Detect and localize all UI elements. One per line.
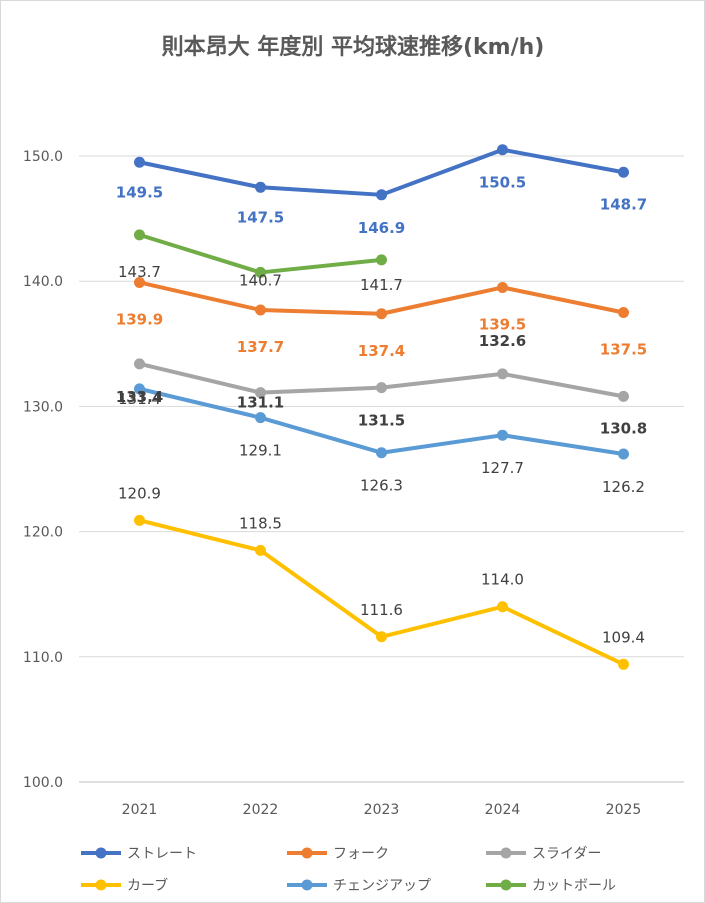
legend-item: ストレート	[81, 846, 197, 862]
legend-label: ストレート	[127, 846, 197, 862]
data-label: 127.7	[481, 459, 524, 477]
data-label: 129.1	[239, 442, 282, 460]
series-line	[137, 518, 626, 667]
y-tick-label: 130.0	[23, 399, 63, 415]
data-label: 147.5	[237, 208, 284, 226]
data-point	[618, 166, 629, 178]
data-label: 131.1	[237, 394, 284, 412]
data-point	[497, 368, 508, 380]
legend-label: スライダー	[532, 846, 601, 862]
x-tick-label: 2024	[485, 802, 521, 818]
data-point	[255, 304, 266, 316]
data-point	[134, 156, 145, 168]
data-point	[255, 181, 266, 193]
data-label: 140.7	[239, 271, 282, 289]
data-label: 111.6	[360, 601, 403, 619]
data-label: 130.8	[600, 419, 647, 437]
y-tick-label: 120.0	[23, 525, 63, 541]
data-label: 133.4	[116, 388, 163, 406]
data-label: 141.7	[360, 276, 403, 294]
data-label: 126.3	[360, 477, 403, 495]
data-point	[618, 658, 629, 670]
data-label: 146.9	[358, 219, 405, 237]
data-point	[497, 429, 508, 441]
data-label: 149.5	[116, 183, 163, 201]
data-point	[255, 387, 266, 399]
data-point	[376, 308, 387, 320]
legend-label: フォーク	[333, 846, 389, 862]
legend-item: フォーク	[287, 846, 389, 862]
x-axis-ticks: 2021 2022 2023 2024 2025	[122, 802, 642, 818]
x-tick-label: 2023	[364, 802, 400, 818]
legend-item: カットボール	[486, 878, 616, 894]
data-label: 118.5	[239, 514, 282, 532]
data-labels: 149.5 147.5 146.9 150.5 148.7 139.9 137.7 137.4…	[116, 174, 647, 647]
series-line	[137, 147, 626, 197]
data-point	[255, 266, 266, 278]
y-axis-ticks: 100.0 110.0 120.0 130.0 140.0 150.0	[23, 149, 63, 791]
data-label: 139.5	[479, 315, 526, 333]
legend-label: カットボール	[532, 878, 616, 894]
data-point	[376, 631, 387, 643]
legend-marker	[301, 847, 313, 859]
data-label: 132.6	[479, 332, 526, 350]
data-point	[134, 276, 145, 288]
legend-label: チェンジアップ	[333, 878, 431, 894]
data-label: 150.5	[479, 174, 526, 192]
data-point	[497, 144, 508, 156]
data-label: 139.9	[116, 310, 163, 328]
data-label: 126.2	[602, 478, 645, 496]
legend-marker	[500, 879, 512, 891]
gridlines	[79, 155, 684, 783]
x-tick-label: 2025	[606, 802, 642, 818]
legend-item: カーブ	[81, 877, 168, 894]
legend-marker	[500, 847, 512, 859]
series-line	[137, 232, 384, 275]
y-tick-label: 100.0	[23, 775, 63, 791]
legend-marker	[301, 879, 313, 891]
data-label: 131.4	[118, 390, 161, 408]
data-point	[376, 382, 387, 394]
x-tick-label: 2021	[122, 802, 158, 818]
data-point	[376, 254, 387, 266]
y-tick-label: 110.0	[23, 650, 63, 666]
data-point	[618, 448, 629, 460]
data-label: 143.7	[118, 263, 161, 281]
data-point	[376, 189, 387, 201]
series-lines	[134, 144, 629, 670]
data-point	[134, 358, 145, 370]
data-point	[255, 412, 266, 424]
data-point	[134, 229, 145, 241]
y-tick-label: 140.0	[23, 274, 63, 290]
data-label: 137.4	[358, 342, 405, 360]
legend-marker	[95, 879, 107, 891]
data-point	[497, 281, 508, 293]
data-label: 109.4	[602, 628, 645, 646]
data-label: 137.5	[600, 341, 647, 359]
x-tick-label: 2022	[243, 802, 279, 818]
y-tick-label: 150.0	[23, 149, 63, 165]
legend-label: カーブ	[127, 877, 168, 894]
data-point	[618, 307, 629, 318]
data-label: 114.0	[481, 571, 524, 589]
data-label: 120.9	[118, 484, 161, 502]
data-label: 137.7	[237, 338, 284, 356]
data-point	[618, 390, 629, 402]
data-label: 131.5	[358, 412, 405, 430]
legend-item: スライダー	[486, 846, 601, 862]
legend-item: チェンジアップ	[287, 878, 431, 894]
data-point	[376, 447, 387, 459]
data-point	[255, 544, 266, 556]
data-point	[497, 601, 508, 613]
legend-marker	[95, 847, 107, 859]
data-point	[134, 383, 145, 395]
chart-title: 則本昂大 年度別 平均球速推移(km/h)	[162, 34, 545, 60]
data-point	[134, 514, 145, 526]
data-label: 148.7	[600, 195, 647, 213]
